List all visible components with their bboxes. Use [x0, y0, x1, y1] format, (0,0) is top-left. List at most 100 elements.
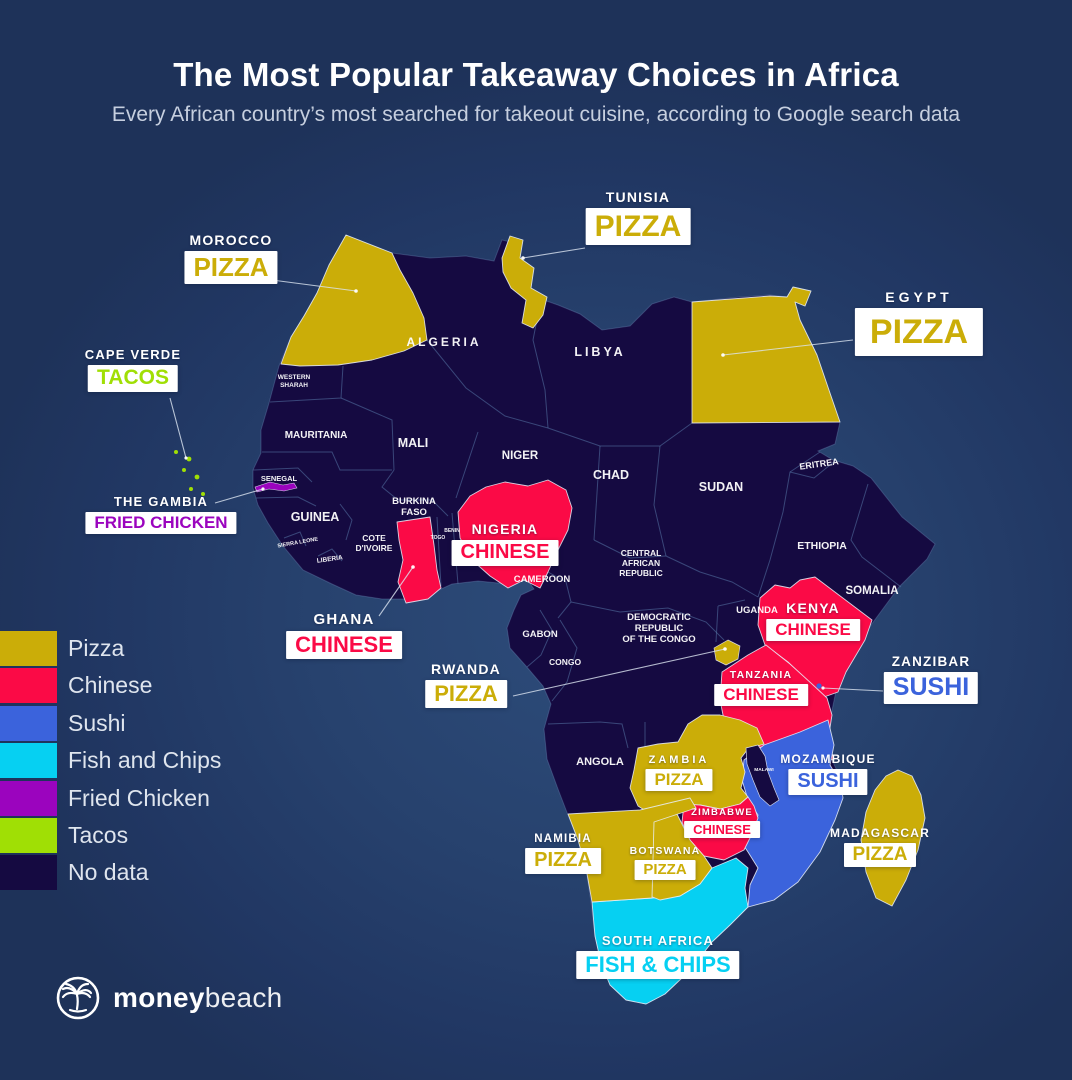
legend-swatch — [0, 705, 57, 741]
callout-morocco: MOROCCO PIZZA — [184, 232, 278, 284]
label-cote-divoire-2: D'IVOIRE — [356, 543, 393, 553]
cuisine-box: CHINESE — [714, 684, 808, 707]
country-morocco — [280, 234, 428, 367]
country-egypt — [691, 286, 841, 424]
callout-country-name: ZANZIBAR — [891, 654, 971, 669]
label-congo: CONGO — [549, 657, 582, 667]
cuisine-box: PIZZA — [843, 843, 917, 868]
cuisine-box: FISH & CHIPS — [576, 951, 740, 979]
callout-country-name: EGYPT — [885, 289, 953, 305]
legend-label: No data — [68, 859, 149, 886]
country-tunisia — [501, 235, 548, 329]
legend-item-tacos: Tacos — [0, 817, 221, 853]
label-benin: BENIN — [444, 528, 460, 534]
country-malawi — [745, 744, 780, 807]
label-algeria: ALGERIA — [407, 335, 482, 349]
callout-country-name: MOZAMBIQUE — [780, 752, 876, 766]
cuisine-box: PIZZA — [645, 769, 713, 792]
callout-country-name: THE GAMBIA — [113, 494, 209, 509]
country-madagascar — [860, 769, 926, 907]
callout-namibia: NAMIBIA PIZZA — [525, 833, 601, 874]
cuisine-text: CHINESE — [775, 620, 851, 639]
cuisine-box: PIZZA — [585, 208, 691, 246]
callout-rwanda: RWANDA PIZZA — [425, 661, 507, 708]
country-rwanda — [713, 639, 741, 666]
callout-country-name: TANZANIA — [729, 669, 793, 681]
leader-lines — [169, 247, 884, 697]
label-cote-divoire: COTE — [362, 533, 386, 543]
label-central-african-republic-3: REPUBLIC — [619, 568, 662, 578]
cuisine-box: SUSHI — [883, 672, 979, 704]
callout-kenya: KENYA CHINESE — [766, 600, 860, 642]
legend: Pizza Chinese Sushi Fish and Chips Fried… — [0, 631, 221, 893]
label-burkina-faso: BURKINA — [392, 496, 436, 507]
callout-country-name: RWANDA — [431, 661, 501, 677]
cuisine-box: PIZZA — [854, 308, 984, 357]
label-guinea: GUINEA — [291, 510, 340, 524]
legend-item-fish-and-chips: Fish and Chips — [0, 743, 221, 779]
cuisine-text: CHINESE — [460, 541, 550, 563]
cuisine-box: PIZZA — [525, 848, 601, 874]
label-central-african-republic: CENTRAL — [621, 548, 662, 558]
label-togo: TOGO — [431, 535, 446, 541]
legend-item-sushi: Sushi — [0, 705, 221, 741]
legend-label: Sushi — [68, 709, 126, 736]
cuisine-box: TACOS — [88, 365, 178, 392]
callout-country-name: GHANA — [313, 611, 375, 628]
cuisine-box: CHINESE — [451, 540, 559, 566]
legend-item-no-data: No data — [0, 855, 221, 891]
cuisine-text: PIZZA — [869, 313, 969, 351]
label-gabon: GABON — [522, 629, 558, 640]
callout-country-name: ZAMBIA — [648, 754, 710, 766]
cuisine-text: TACOS — [97, 366, 169, 389]
cuisine-text: FISH & CHIPS — [585, 952, 731, 977]
country-ghana — [396, 516, 442, 604]
label-somalia: SOMALIA — [845, 585, 898, 597]
cuisine-text: SUSHI — [892, 673, 970, 701]
cuisine-text: PIZZA — [594, 210, 682, 243]
callout-ghana: GHANA CHINESE — [286, 611, 402, 659]
cuisine-text: PIZZA — [852, 844, 908, 865]
cuisine-text: CHINESE — [295, 632, 393, 657]
cuisine-box: PIZZA — [425, 680, 507, 708]
label-libya: LIBYA — [574, 345, 625, 359]
legend-item-chinese: Chinese — [0, 668, 221, 704]
country-gambia — [254, 481, 298, 493]
map-labels: WESTERN SHARAH MAURITANIA MALI ALGERIA L… — [261, 335, 899, 773]
callout-the-gambia: THE GAMBIA FRIED CHICKEN — [85, 494, 237, 535]
moneybeach-logo: moneybeach — [55, 975, 283, 1021]
legend-label: Tacos — [68, 821, 129, 848]
cuisine-text: PIZZA — [643, 861, 687, 878]
label-uganda: UGANDA — [736, 605, 778, 616]
label-mali: MALI — [398, 436, 429, 450]
cuisine-text: SUSHI — [797, 770, 859, 792]
logo-text-light: beach — [204, 982, 283, 1013]
legend-swatch — [0, 668, 57, 704]
label-central-african-republic-2: AFRICAN — [622, 558, 660, 568]
label-cameroon: CAMEROON — [514, 574, 571, 585]
callout-country-name: ZIMBABWE — [691, 807, 753, 818]
legend-item-fried-chicken: Fried Chicken — [0, 780, 221, 816]
callout-nigeria: NIGERIA CHINESE — [451, 521, 559, 566]
legend-swatch — [0, 817, 57, 853]
legend-label: Fried Chicken — [68, 784, 210, 811]
callout-country-name: MADAGASCAR — [830, 826, 930, 840]
callout-cape-verde: CAPE VERDE TACOS — [85, 347, 182, 392]
callout-mozambique: MOZAMBIQUE SUSHI — [780, 752, 875, 795]
label-sudan: SUDAN — [699, 480, 743, 494]
label-liberia: LIBERIA — [316, 554, 343, 565]
cuisine-box: PIZZA — [184, 251, 278, 284]
label-drc: DEMOCRATIC — [627, 612, 691, 623]
callout-country-name: KENYA — [786, 600, 840, 616]
callout-madagascar: MADAGASCAR PIZZA — [830, 826, 930, 868]
legend-label: Chinese — [68, 672, 153, 699]
callout-country-name: TUNISIA — [605, 189, 671, 205]
label-mauritania: MAURITANIA — [285, 430, 348, 441]
cuisine-text: CHINESE — [723, 685, 799, 704]
callout-tanzania: TANZANIA CHINESE — [714, 669, 808, 707]
label-ethiopia: ETHIOPIA — [797, 540, 847, 552]
cuisine-text: PIZZA — [534, 849, 592, 871]
label-senegal: SENEGAL — [261, 474, 298, 483]
